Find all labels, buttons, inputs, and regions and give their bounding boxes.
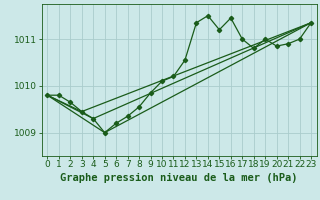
X-axis label: Graphe pression niveau de la mer (hPa): Graphe pression niveau de la mer (hPa) (60, 173, 298, 183)
